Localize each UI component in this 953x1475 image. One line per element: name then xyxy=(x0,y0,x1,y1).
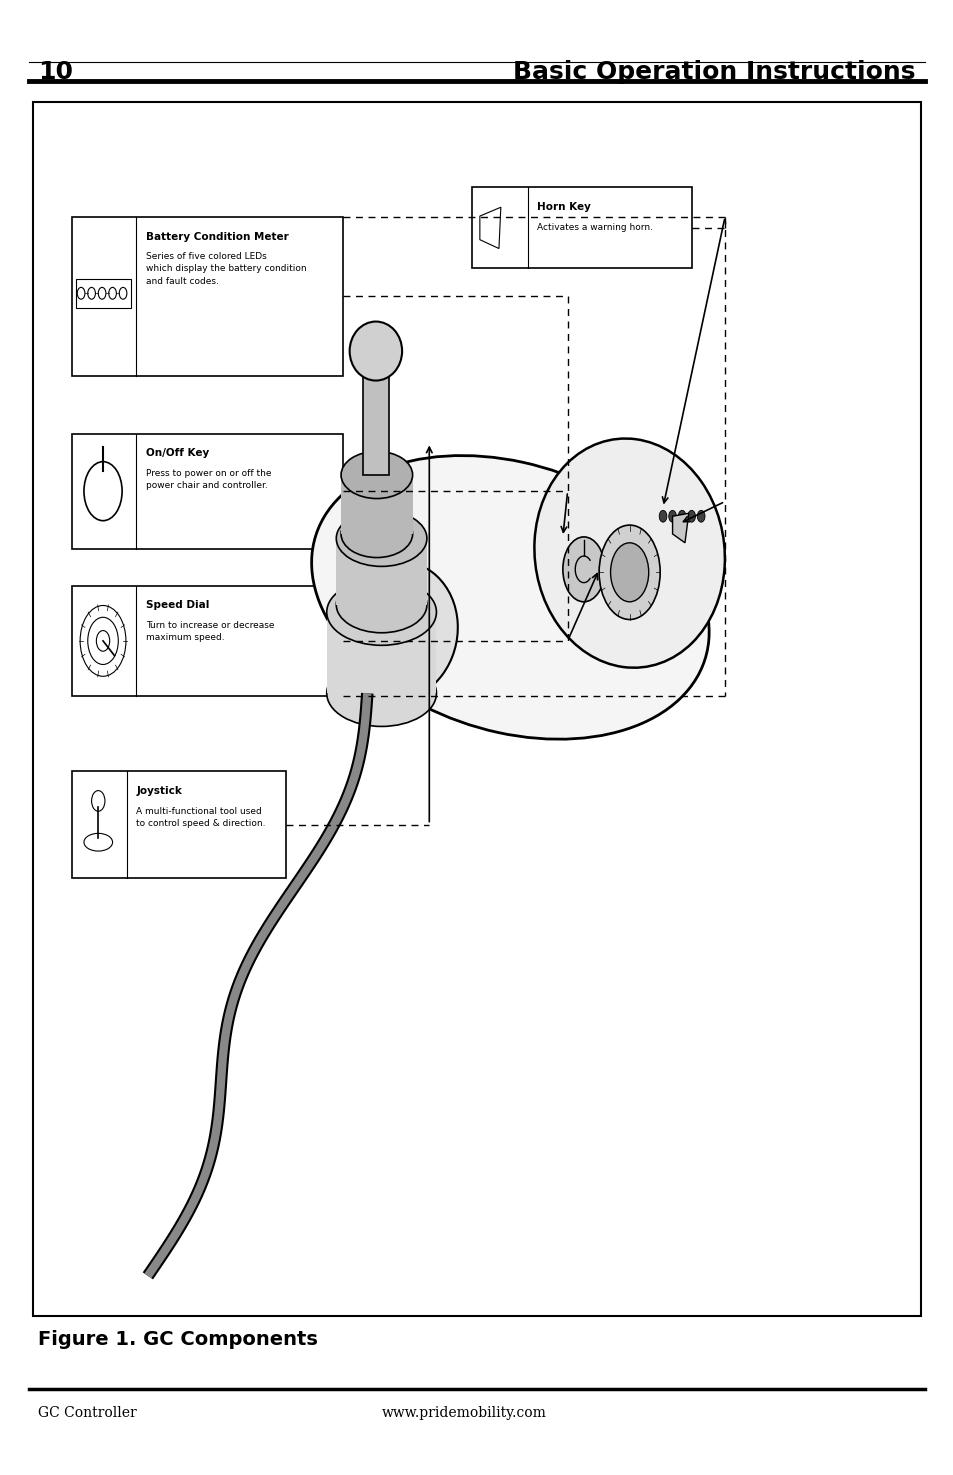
Text: Activates a warning horn.: Activates a warning horn. xyxy=(537,223,653,232)
Bar xyxy=(335,538,427,605)
Circle shape xyxy=(80,605,126,676)
Circle shape xyxy=(659,510,666,522)
Circle shape xyxy=(119,288,127,299)
Text: Figure 1. GC Components: Figure 1. GC Components xyxy=(38,1330,317,1348)
Bar xyxy=(33,102,920,1316)
Ellipse shape xyxy=(335,510,427,566)
Ellipse shape xyxy=(334,560,457,702)
Circle shape xyxy=(91,791,105,811)
Circle shape xyxy=(687,510,695,522)
Text: Series of five colored LEDs
which display the battery condition
and fault codes.: Series of five colored LEDs which displa… xyxy=(146,252,306,286)
Text: Speed Dial: Speed Dial xyxy=(146,600,209,611)
Ellipse shape xyxy=(349,322,402,381)
Text: On/Off Key: On/Off Key xyxy=(146,448,209,459)
Circle shape xyxy=(98,288,106,299)
Bar xyxy=(71,586,343,696)
Bar xyxy=(326,612,436,693)
Bar xyxy=(71,771,286,878)
Bar xyxy=(71,217,343,376)
Circle shape xyxy=(77,288,85,299)
Circle shape xyxy=(84,462,122,521)
Polygon shape xyxy=(479,208,500,248)
Circle shape xyxy=(88,617,118,665)
Bar xyxy=(362,364,389,475)
Text: Joystick: Joystick xyxy=(136,786,182,797)
Bar xyxy=(76,279,131,308)
Circle shape xyxy=(562,537,604,602)
Text: Horn Key: Horn Key xyxy=(537,202,590,212)
Ellipse shape xyxy=(326,578,436,646)
Text: Press to power on or off the
power chair and controller.: Press to power on or off the power chair… xyxy=(146,469,272,490)
Bar xyxy=(71,434,343,549)
Ellipse shape xyxy=(84,833,112,851)
Circle shape xyxy=(598,525,659,620)
Circle shape xyxy=(88,288,95,299)
Ellipse shape xyxy=(312,456,708,739)
Text: A multi-functional tool used
to control speed & direction.: A multi-functional tool used to control … xyxy=(136,807,266,827)
Text: GC Controller: GC Controller xyxy=(38,1406,137,1420)
Text: Battery Condition Meter: Battery Condition Meter xyxy=(146,232,289,242)
Bar xyxy=(472,187,691,268)
Text: Turn to increase or decrease
maximum speed.: Turn to increase or decrease maximum spe… xyxy=(146,621,274,642)
Ellipse shape xyxy=(534,438,724,668)
Text: 10: 10 xyxy=(38,59,73,84)
Circle shape xyxy=(109,288,116,299)
Ellipse shape xyxy=(335,577,427,633)
Text: www.pridemobility.com: www.pridemobility.com xyxy=(381,1406,546,1420)
Text: Basic Operation Instructions: Basic Operation Instructions xyxy=(513,59,915,84)
Circle shape xyxy=(96,631,110,652)
Bar xyxy=(341,475,412,534)
Circle shape xyxy=(697,510,704,522)
Polygon shape xyxy=(672,513,688,543)
Ellipse shape xyxy=(326,661,436,726)
Circle shape xyxy=(678,510,685,522)
Ellipse shape xyxy=(341,451,412,499)
Circle shape xyxy=(610,543,648,602)
Ellipse shape xyxy=(341,510,412,558)
Circle shape xyxy=(668,510,676,522)
